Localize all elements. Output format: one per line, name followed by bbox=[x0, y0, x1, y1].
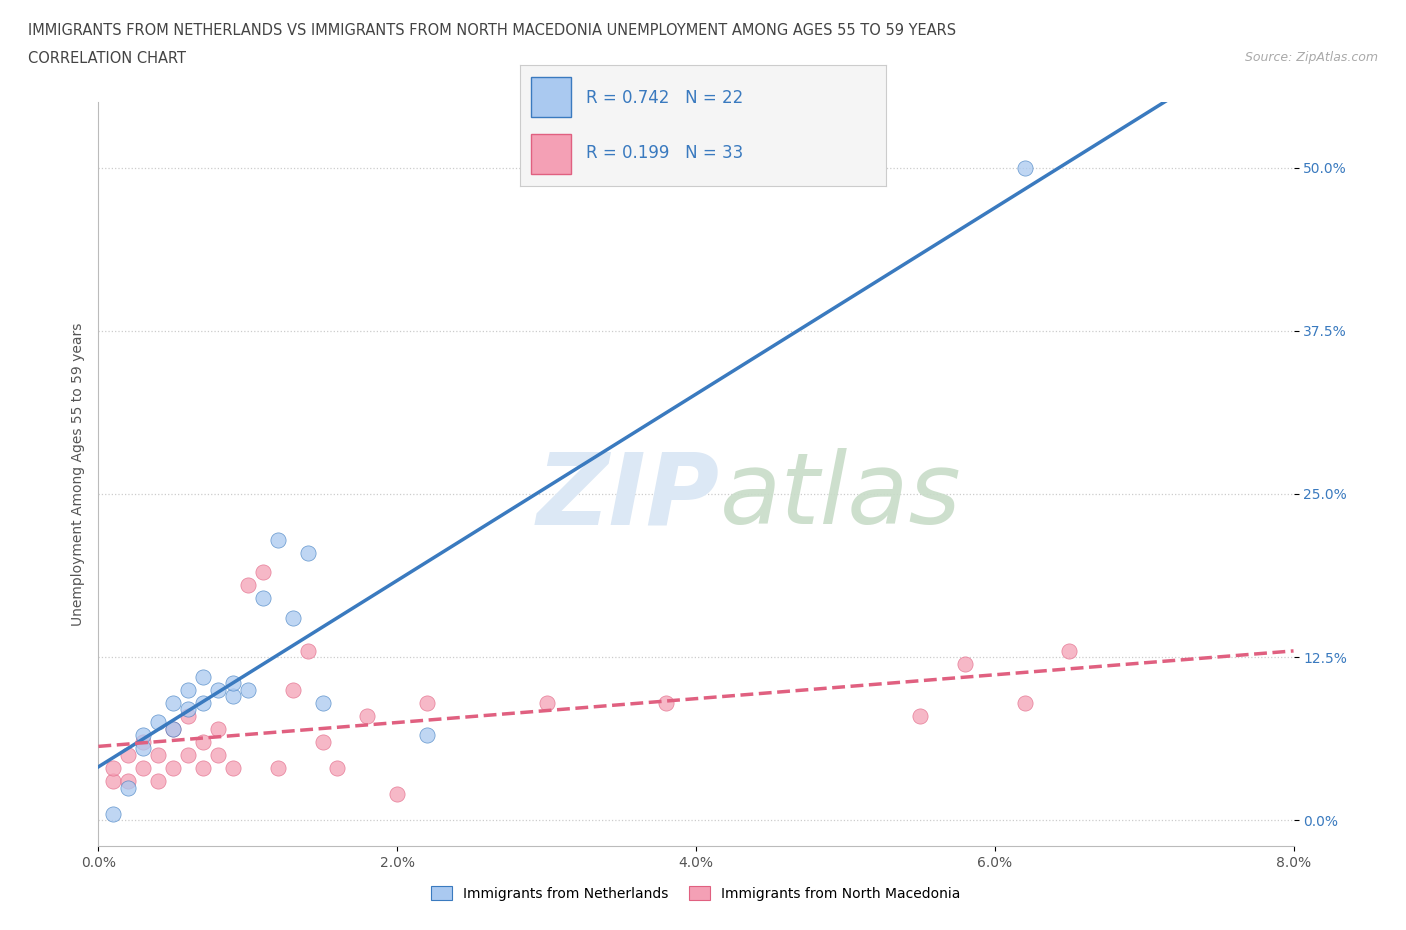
Point bbox=[252, 591, 274, 605]
Text: Source: ZipAtlas.com: Source: ZipAtlas.com bbox=[1244, 51, 1378, 64]
Point bbox=[416, 696, 439, 711]
Point bbox=[953, 657, 976, 671]
Point bbox=[132, 735, 155, 750]
Point bbox=[1014, 160, 1036, 175]
Point bbox=[207, 722, 229, 737]
Point bbox=[207, 748, 229, 763]
Point bbox=[297, 545, 319, 560]
Text: CORRELATION CHART: CORRELATION CHART bbox=[28, 51, 186, 66]
Point bbox=[1059, 643, 1081, 658]
Point bbox=[117, 774, 139, 789]
Point bbox=[252, 565, 274, 579]
Point bbox=[162, 696, 184, 711]
Point bbox=[281, 610, 304, 625]
Point bbox=[148, 715, 170, 730]
Point bbox=[207, 683, 229, 698]
Point bbox=[326, 761, 349, 776]
Y-axis label: Unemployment Among Ages 55 to 59 years: Unemployment Among Ages 55 to 59 years bbox=[70, 323, 84, 626]
Point bbox=[356, 709, 378, 724]
Point bbox=[222, 761, 245, 776]
Point bbox=[655, 696, 678, 711]
FancyBboxPatch shape bbox=[531, 134, 571, 174]
Point bbox=[148, 748, 170, 763]
Point bbox=[177, 702, 200, 717]
Point bbox=[177, 748, 200, 763]
Point bbox=[148, 774, 170, 789]
Point bbox=[236, 578, 259, 592]
Point bbox=[162, 761, 184, 776]
Point bbox=[1014, 696, 1036, 711]
Point bbox=[281, 683, 304, 698]
Point bbox=[162, 722, 184, 737]
Point bbox=[222, 676, 245, 691]
Text: R = 0.199   N = 33: R = 0.199 N = 33 bbox=[586, 144, 744, 163]
Point bbox=[132, 728, 155, 743]
Point bbox=[177, 709, 200, 724]
Point bbox=[103, 806, 125, 821]
Point bbox=[222, 689, 245, 704]
Point bbox=[311, 696, 333, 711]
Text: atlas: atlas bbox=[720, 448, 962, 545]
Point bbox=[177, 683, 200, 698]
Point bbox=[191, 696, 214, 711]
Legend: Immigrants from Netherlands, Immigrants from North Macedonia: Immigrants from Netherlands, Immigrants … bbox=[426, 881, 966, 907]
Point bbox=[416, 728, 439, 743]
Point bbox=[908, 709, 931, 724]
Text: ZIP: ZIP bbox=[537, 448, 720, 545]
Text: IMMIGRANTS FROM NETHERLANDS VS IMMIGRANTS FROM NORTH MACEDONIA UNEMPLOYMENT AMON: IMMIGRANTS FROM NETHERLANDS VS IMMIGRANT… bbox=[28, 23, 956, 38]
Text: R = 0.742   N = 22: R = 0.742 N = 22 bbox=[586, 88, 744, 107]
Point bbox=[311, 735, 333, 750]
Point bbox=[191, 761, 214, 776]
Point bbox=[103, 761, 125, 776]
Point bbox=[132, 761, 155, 776]
Point bbox=[191, 735, 214, 750]
FancyBboxPatch shape bbox=[531, 77, 571, 117]
Point bbox=[117, 780, 139, 795]
Point bbox=[162, 722, 184, 737]
Point bbox=[267, 761, 290, 776]
Point bbox=[103, 774, 125, 789]
Point bbox=[191, 670, 214, 684]
Point bbox=[297, 643, 319, 658]
Point bbox=[132, 741, 155, 756]
Point bbox=[536, 696, 558, 711]
Point bbox=[117, 748, 139, 763]
Point bbox=[385, 787, 409, 802]
Point bbox=[267, 532, 290, 547]
Point bbox=[236, 683, 259, 698]
